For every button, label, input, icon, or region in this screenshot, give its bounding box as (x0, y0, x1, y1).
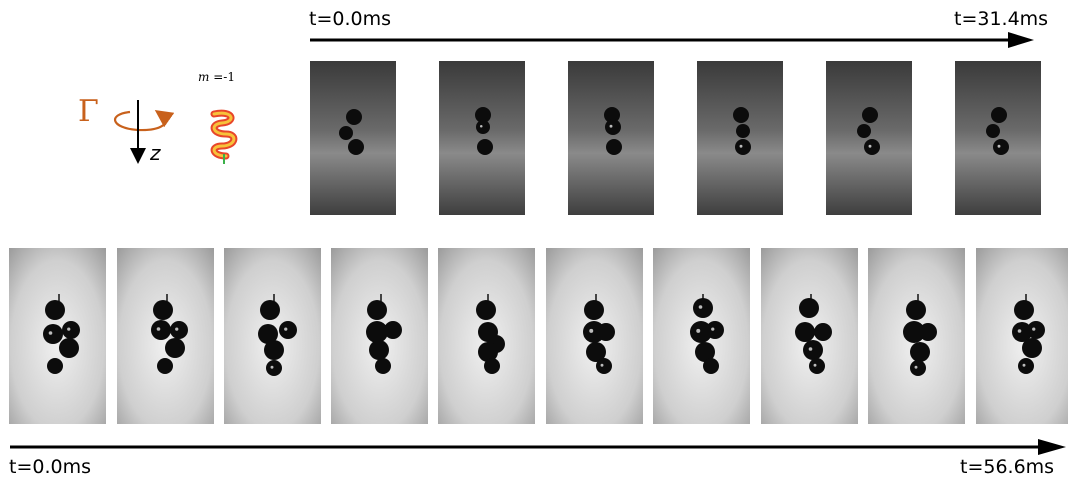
bottom-frame-2 (117, 248, 214, 424)
bottom-frame-6 (546, 248, 643, 424)
top-frame-2 (439, 61, 525, 215)
mode-variable: m (198, 70, 210, 84)
top-end-time: t=31.4ms (954, 8, 1049, 30)
top-frame-3 (568, 61, 654, 215)
bottom-start-time: t=0.0ms (9, 456, 91, 478)
axis-z-label: z (150, 141, 161, 165)
top-frame-4 (697, 61, 783, 215)
top-frame-1 (310, 61, 396, 215)
bottom-frame-9 (868, 248, 965, 424)
bottom-frame-3 (224, 248, 321, 424)
top-start-time: t=0.0ms (309, 8, 391, 30)
bottom-frame-1 (9, 248, 106, 424)
top-frame-5 (826, 61, 912, 215)
helix-mode-icon (210, 109, 238, 164)
gamma-symbol: Γ (78, 94, 99, 129)
bottom-frame-4 (331, 248, 428, 424)
bottom-frame-10 (976, 248, 1068, 424)
bottom-frame-7 (653, 248, 750, 424)
bottom-frame-5 (438, 248, 535, 424)
mode-value: =-1 (209, 70, 235, 84)
top-frame-6 (955, 61, 1041, 215)
bottom-time-arrow (10, 439, 1066, 455)
bottom-frame-8 (761, 248, 858, 424)
top-time-arrow (310, 32, 1034, 48)
rotation-axis-icon (113, 100, 175, 164)
bottom-end-time: t=56.6ms (960, 456, 1055, 478)
mode-label: m =-1 (198, 70, 235, 84)
